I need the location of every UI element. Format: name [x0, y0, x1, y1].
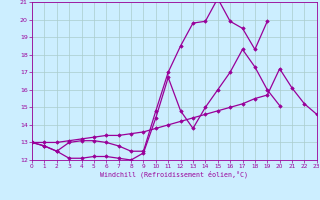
X-axis label: Windchill (Refroidissement éolien,°C): Windchill (Refroidissement éolien,°C) — [100, 171, 248, 178]
